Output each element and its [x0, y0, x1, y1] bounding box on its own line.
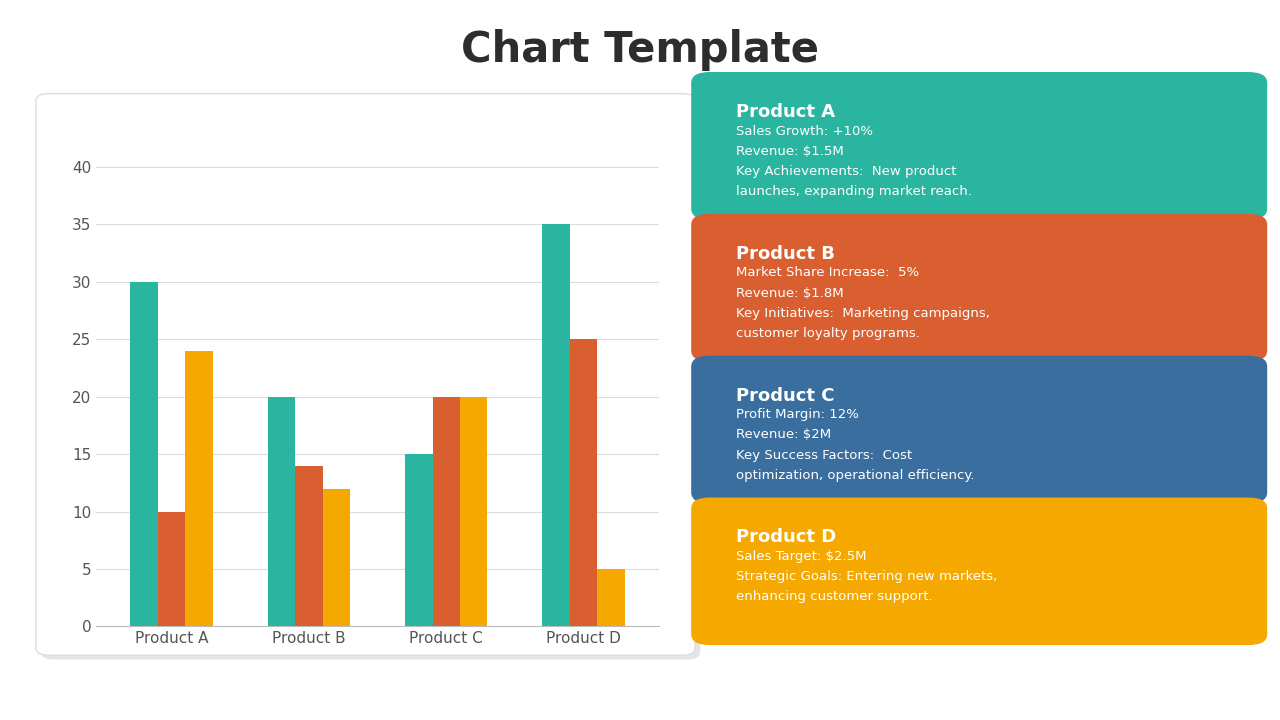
Text: customer loyalty programs.: customer loyalty programs. — [736, 327, 920, 340]
Bar — [296, 466, 323, 626]
Text: optimization, operational efficiency.: optimization, operational efficiency. — [736, 469, 974, 482]
Text: Chart Template: Chart Template — [461, 29, 819, 71]
Text: Market Share Increase:  5%: Market Share Increase: 5% — [736, 266, 919, 279]
Text: enhancing customer support.: enhancing customer support. — [736, 590, 933, 603]
Text: Sales Target: $2.5M: Sales Target: $2.5M — [736, 550, 867, 563]
Bar — [598, 569, 625, 626]
Bar — [131, 282, 157, 626]
Text: Product A: Product A — [736, 103, 835, 121]
Text: Revenue: $1.8M: Revenue: $1.8M — [736, 287, 844, 300]
Text: Key Success Factors:  Cost: Key Success Factors: Cost — [736, 449, 913, 462]
Bar — [323, 489, 351, 626]
Text: Product D: Product D — [736, 528, 836, 546]
Text: Key Achievements:  New product: Key Achievements: New product — [736, 165, 956, 178]
Text: Sales Growth: +10%: Sales Growth: +10% — [736, 125, 873, 138]
Text: Strategic Goals: Entering new markets,: Strategic Goals: Entering new markets, — [736, 570, 997, 583]
Bar — [570, 339, 598, 626]
Text: Revenue: $2M: Revenue: $2M — [736, 428, 831, 441]
Bar — [433, 397, 460, 626]
Text: Profit Margin: 12%: Profit Margin: 12% — [736, 408, 859, 421]
Text: Revenue: $1.5M: Revenue: $1.5M — [736, 145, 844, 158]
Bar — [543, 225, 570, 626]
Text: launches, expanding market reach.: launches, expanding market reach. — [736, 185, 972, 198]
Bar — [268, 397, 296, 626]
Text: Key Initiatives:  Marketing campaigns,: Key Initiatives: Marketing campaigns, — [736, 307, 989, 320]
Text: Product B: Product B — [736, 245, 835, 263]
Text: Product C: Product C — [736, 387, 835, 405]
Bar — [157, 511, 186, 626]
Bar — [186, 351, 212, 626]
Bar — [460, 397, 488, 626]
Bar — [404, 454, 433, 626]
